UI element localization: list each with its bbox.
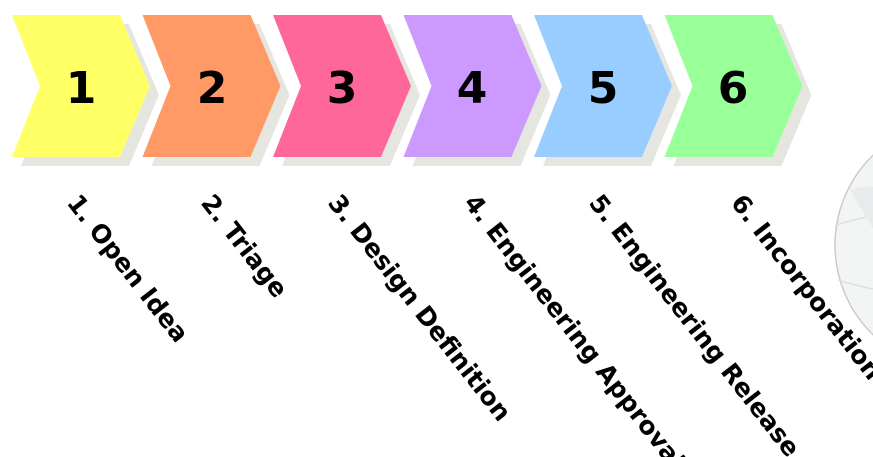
step-number-4: 4 <box>457 63 488 114</box>
chevron-row <box>12 15 803 157</box>
step-number-5: 5 <box>588 63 619 114</box>
step-labels: 1. Open Idea 2. Triage 3. Design Definit… <box>61 189 873 457</box>
chevron-step-4 <box>403 15 542 157</box>
step-number-3: 3 <box>327 63 358 114</box>
chevron-step-3 <box>273 15 411 157</box>
step-label-1: 1. Open Idea <box>61 189 194 348</box>
step-number-1: 1 <box>66 63 97 114</box>
globe-icon <box>834 154 873 336</box>
chevron-step-2 <box>142 15 281 157</box>
chevron-step-6 <box>664 15 803 157</box>
step-label-2: 2. Triage <box>195 189 293 303</box>
chevron-step-1 <box>12 15 150 157</box>
step-number-6: 6 <box>718 63 749 114</box>
chevron-step-5 <box>534 15 672 157</box>
step-number-2: 2 <box>197 63 228 114</box>
step-numbers: 1 2 3 4 5 6 <box>66 63 749 114</box>
